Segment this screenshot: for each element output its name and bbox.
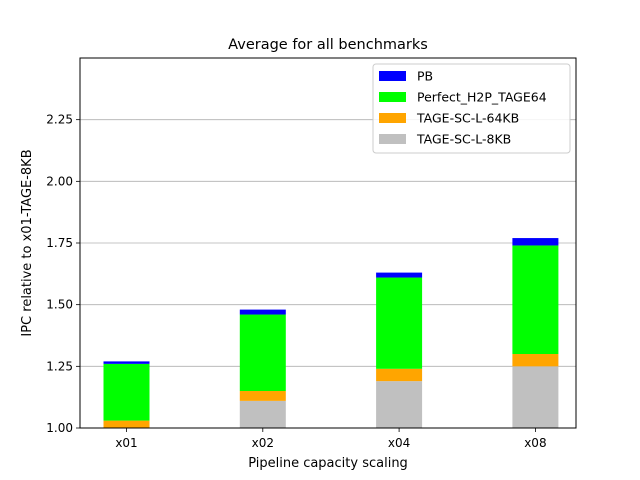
y-axis-ticks: 1.00 1.25 1.50 1.75 2.00 2.25	[46, 113, 80, 435]
y-tick-label: 1.00	[46, 421, 73, 435]
legend-label: TAGE-SC-L-8KB	[416, 132, 511, 147]
x-tick-label: x01	[115, 436, 137, 450]
y-tick-label: 1.75	[46, 236, 73, 250]
x-axis-ticks: x01 x02 x04 x08	[115, 428, 547, 450]
bar-segment	[512, 238, 559, 246]
bar-segment	[239, 309, 286, 315]
y-tick-label: 1.25	[46, 359, 73, 373]
bar-segment	[103, 363, 150, 421]
bar-segment	[512, 245, 559, 354]
legend-swatch	[379, 92, 406, 102]
bar-segment	[103, 420, 150, 428]
legend-swatch	[379, 134, 406, 144]
x-axis-label: Pipeline capacity scaling	[248, 456, 408, 471]
legend-swatch	[379, 113, 406, 123]
legend-swatch	[379, 71, 406, 81]
y-tick-label: 2.25	[46, 113, 73, 127]
y-tick-label: 1.50	[46, 298, 73, 312]
x-tick-label: x04	[388, 436, 410, 450]
bar-segment	[239, 391, 286, 401]
y-tick-label: 2.00	[46, 174, 73, 188]
bar-segment	[103, 361, 150, 364]
bar-segment	[512, 354, 559, 367]
legend-label: PB	[417, 69, 433, 84]
bars	[103, 238, 559, 428]
grid	[80, 119, 576, 429]
y-axis-label: IPC relative to x01-TAGE-8KB	[20, 149, 35, 336]
x-tick-label: x02	[252, 436, 274, 450]
bar-segment	[376, 381, 423, 428]
legend-label: TAGE-SC-L-64KB	[416, 111, 519, 126]
bar-segment	[239, 314, 286, 391]
bar-segment	[376, 368, 423, 382]
bar-segment	[512, 366, 559, 428]
bar-segment	[239, 400, 286, 428]
chart-title: Average for all benchmarks	[228, 37, 428, 53]
legend-box	[372, 63, 571, 154]
legend-label: Perfect_H2P_TAGE64	[417, 90, 547, 105]
x-tick-label: x08	[524, 436, 546, 450]
legend: PB Perfect_H2P_TAGE64 TAGE-SC-L-64KB TAGE-S…	[372, 63, 571, 154]
bar-segment	[376, 277, 423, 369]
bar-segment	[376, 272, 423, 278]
